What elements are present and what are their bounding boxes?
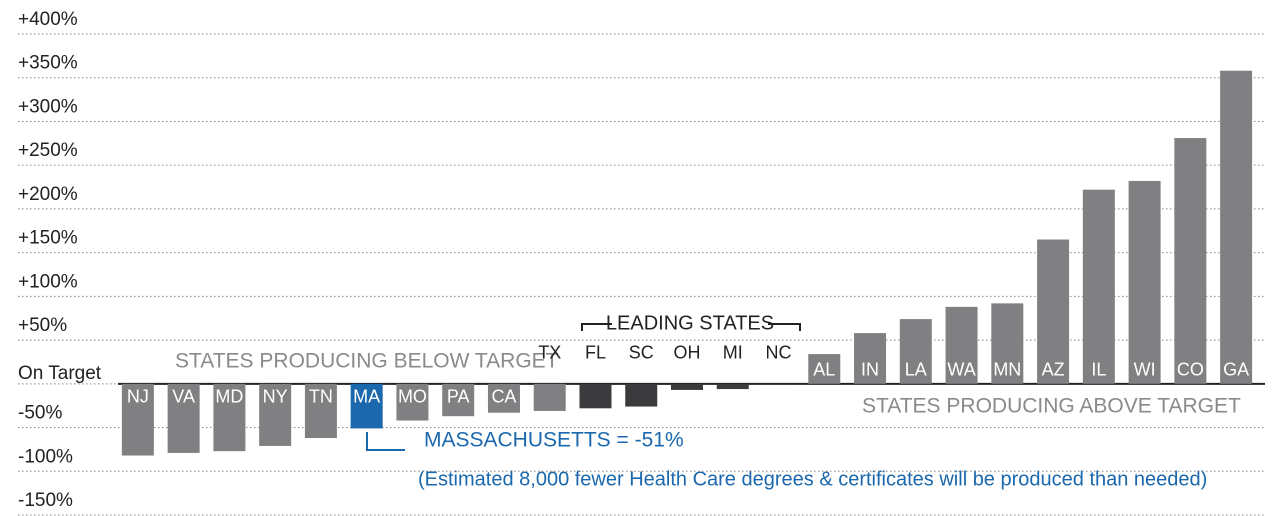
x-tick-label: PA	[447, 387, 470, 407]
bar	[442, 383, 475, 417]
bar	[625, 383, 658, 407]
x-tick-label: WA	[947, 360, 975, 380]
highlight-connector	[366, 432, 405, 451]
x-tick-label: GA	[1223, 360, 1249, 380]
x-tick-label: CA	[491, 387, 516, 407]
x-tick-label: SC	[629, 343, 654, 363]
above-label: STATES PRODUCING ABOVE TARGET	[862, 395, 1241, 418]
highlight-label: MASSACHUSETTS = -51%	[424, 429, 684, 452]
x-tick-label: WI	[1134, 360, 1156, 380]
x-tick-label: NC	[766, 343, 792, 363]
y-tick-label: On Target	[18, 363, 102, 384]
bar	[167, 383, 200, 453]
x-tick-label: IN	[861, 360, 879, 380]
y-tick-label: +400%	[18, 9, 78, 30]
bar	[1174, 138, 1207, 384]
x-tick-label: MN	[993, 360, 1021, 380]
leading-label: LEADING STATES	[606, 312, 774, 334]
bar	[259, 383, 292, 446]
bar	[213, 383, 246, 452]
y-tick-label: +350%	[18, 53, 78, 74]
bar	[1037, 239, 1070, 384]
x-tick-label: AL	[813, 360, 835, 380]
x-tick-label: MD	[215, 387, 243, 407]
x-tick-label: LA	[905, 360, 927, 380]
bar	[1220, 70, 1253, 384]
x-tick-label: NY	[263, 387, 288, 407]
x-tick-label: MO	[398, 387, 427, 407]
y-tick-label: -50%	[18, 403, 62, 424]
y-tick-label: +100%	[18, 271, 78, 292]
y-tick-label: +150%	[18, 228, 78, 249]
bar	[350, 383, 383, 429]
bar	[121, 383, 154, 456]
note: (Estimated 8,000 fewer Health Care degre…	[418, 468, 1207, 490]
below-label: STATES PRODUCING BELOW TARGET	[175, 350, 559, 373]
y-tick-label: +200%	[18, 184, 78, 205]
y-tick-label: -150%	[18, 490, 73, 511]
x-tick-label: VA	[172, 387, 195, 407]
x-tick-label: MA	[353, 387, 380, 407]
x-tick-label: NJ	[127, 387, 149, 407]
bar	[579, 383, 612, 409]
x-tick-label: OH	[674, 343, 701, 363]
bar	[899, 319, 932, 384]
bar	[854, 333, 887, 384]
x-tick-label: CO	[1177, 360, 1204, 380]
y-tick-label: +250%	[18, 140, 78, 161]
bar	[716, 383, 749, 390]
bar	[762, 383, 795, 385]
bar	[487, 383, 520, 413]
y-tick-label: -100%	[18, 446, 73, 467]
bar	[304, 383, 337, 439]
leading-bracket	[581, 323, 801, 331]
x-tick-label: FL	[585, 343, 606, 363]
bar	[991, 303, 1024, 384]
x-tick-label: IL	[1091, 360, 1106, 380]
bar	[1082, 189, 1115, 384]
x-tick-label: TX	[538, 343, 561, 363]
bar	[396, 383, 429, 421]
x-tick-label: AZ	[1042, 360, 1065, 380]
bar	[808, 354, 841, 384]
bar	[671, 383, 703, 390]
bar	[1128, 180, 1161, 384]
bar	[533, 383, 566, 411]
y-tick-label: +300%	[18, 96, 78, 117]
bar	[945, 306, 978, 384]
y-tick-label: +50%	[18, 315, 67, 336]
x-tick-label: MI	[723, 343, 743, 363]
x-tick-label: TN	[309, 387, 333, 407]
